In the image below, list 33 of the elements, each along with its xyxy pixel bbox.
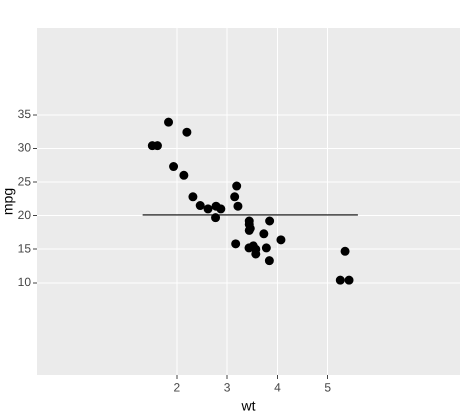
point (196, 201, 205, 210)
point (264, 256, 274, 266)
point (336, 276, 345, 285)
y-axis-title: mpg (0, 188, 16, 216)
x-tick-label: 5 (324, 380, 332, 395)
x-tick-label: 2 (173, 380, 180, 395)
y-tick-label: 25 (18, 174, 32, 188)
point (232, 182, 242, 191)
point (265, 216, 274, 226)
y-tick-label: 30 (18, 140, 32, 155)
point (164, 118, 174, 127)
point (231, 239, 240, 248)
point (212, 202, 221, 211)
point (169, 162, 178, 172)
point (344, 276, 354, 285)
x-tick-label: 3 (224, 380, 231, 395)
point (182, 128, 192, 137)
point (340, 246, 350, 256)
point (262, 243, 271, 252)
point (211, 213, 220, 222)
point (204, 204, 213, 214)
point (179, 170, 188, 180)
y-tick-label: 35 (18, 107, 32, 122)
y-tick-label: 20 (18, 208, 32, 222)
point (230, 192, 240, 202)
point (276, 235, 286, 244)
y-tick-label: 15 (18, 242, 32, 256)
x-tick-label: 4 (274, 380, 282, 395)
x-axis-title: wt (240, 397, 256, 414)
point (259, 229, 268, 238)
y-tick-label: 10 (18, 275, 32, 290)
point (188, 192, 198, 202)
point (233, 202, 242, 211)
